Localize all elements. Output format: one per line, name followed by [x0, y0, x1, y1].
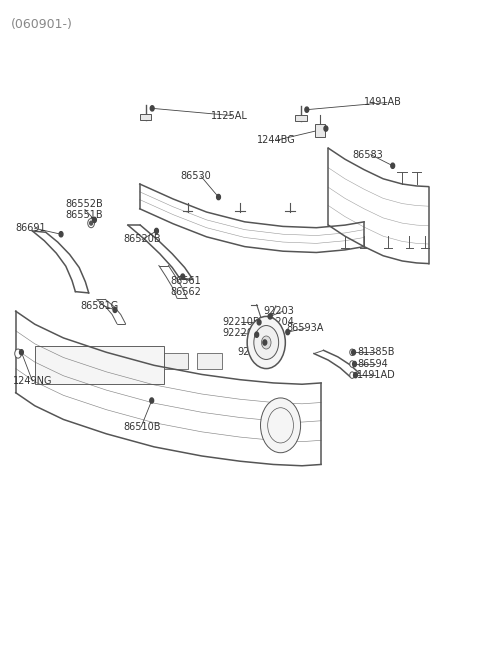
Text: 86520B: 86520B: [123, 234, 161, 244]
FancyBboxPatch shape: [315, 124, 325, 137]
Circle shape: [263, 340, 267, 345]
Text: 86510B: 86510B: [123, 422, 161, 432]
Circle shape: [324, 126, 328, 131]
Text: 1491AB: 1491AB: [364, 98, 402, 107]
Circle shape: [15, 349, 22, 358]
Text: 1244BG: 1244BG: [257, 136, 296, 145]
Text: 92203: 92203: [263, 306, 294, 316]
Text: 86530: 86530: [180, 171, 211, 181]
FancyBboxPatch shape: [164, 353, 189, 369]
Text: 86593A: 86593A: [287, 323, 324, 333]
Text: 86583: 86583: [352, 149, 383, 160]
Text: 92270: 92270: [238, 347, 269, 357]
FancyBboxPatch shape: [63, 353, 88, 369]
Circle shape: [350, 372, 355, 379]
Circle shape: [350, 349, 355, 356]
Circle shape: [150, 398, 154, 403]
Circle shape: [261, 398, 300, 453]
Circle shape: [20, 350, 24, 355]
Circle shape: [93, 217, 96, 223]
FancyBboxPatch shape: [197, 353, 222, 369]
Circle shape: [150, 105, 154, 111]
FancyBboxPatch shape: [295, 115, 307, 121]
Circle shape: [352, 350, 356, 355]
Circle shape: [350, 361, 355, 367]
Text: 86551B: 86551B: [66, 210, 103, 220]
Circle shape: [216, 195, 220, 200]
Circle shape: [268, 407, 293, 443]
Circle shape: [90, 221, 93, 225]
Circle shape: [88, 219, 95, 228]
Circle shape: [268, 314, 272, 319]
Circle shape: [255, 332, 259, 337]
Text: 92210F: 92210F: [222, 317, 259, 328]
Text: 86552B: 86552B: [66, 198, 104, 208]
Circle shape: [286, 329, 289, 335]
Circle shape: [305, 107, 309, 112]
Circle shape: [113, 307, 117, 312]
Circle shape: [181, 274, 185, 279]
FancyBboxPatch shape: [130, 353, 155, 369]
Text: 92220F: 92220F: [222, 328, 259, 339]
Circle shape: [155, 229, 158, 234]
Circle shape: [354, 373, 358, 378]
Circle shape: [59, 232, 63, 237]
FancyBboxPatch shape: [35, 346, 164, 384]
Text: 1249NG: 1249NG: [13, 376, 53, 386]
Circle shape: [257, 320, 261, 325]
Circle shape: [353, 362, 357, 367]
Text: 1125AL: 1125AL: [211, 111, 248, 121]
Circle shape: [247, 316, 285, 369]
Circle shape: [262, 336, 271, 349]
Text: 81385B: 81385B: [357, 347, 395, 357]
FancyBboxPatch shape: [140, 113, 151, 120]
FancyBboxPatch shape: [97, 353, 121, 369]
Circle shape: [391, 163, 395, 168]
Text: (060901-): (060901-): [11, 18, 73, 31]
Text: 1491AD: 1491AD: [357, 370, 396, 380]
Text: 92204: 92204: [263, 317, 294, 328]
Text: 86594: 86594: [357, 359, 388, 369]
Text: 86562: 86562: [171, 288, 202, 297]
Text: 86691: 86691: [16, 223, 47, 233]
Circle shape: [254, 326, 279, 360]
Text: 86561: 86561: [171, 276, 202, 286]
Text: 86581G: 86581G: [80, 301, 119, 311]
